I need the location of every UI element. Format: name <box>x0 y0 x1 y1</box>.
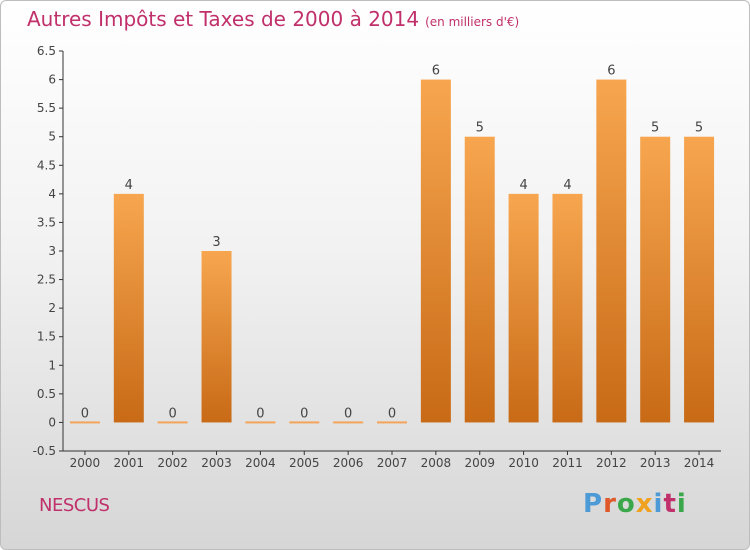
x-tick-label: 2014 <box>684 456 715 470</box>
y-tick-label: 4 <box>48 187 56 201</box>
bar <box>552 193 583 423</box>
x-tick-label: 2002 <box>157 456 188 470</box>
data-label: 0 <box>388 406 396 421</box>
logo-letter: x <box>635 489 654 519</box>
x-tick-label: 2009 <box>464 456 495 470</box>
y-axis: -0.5 0 0.5 1 1.5 2 2.5 3 3.5 4 4.5 5 5.5 6 6.5 <box>33 44 64 458</box>
data-label: 0 <box>169 406 177 421</box>
x-axis: 2000 2001 2002 2003 2004 2005 2006 2007 2008 2009… <box>63 450 721 470</box>
y-tick-label: 3 <box>48 244 56 258</box>
y-tick-label: 2.5 <box>37 273 56 287</box>
x-tick-label: 2003 <box>201 456 232 470</box>
x-tick-label: 2001 <box>114 456 145 470</box>
bar <box>596 79 627 423</box>
title-unit: (en milliers d'€) <box>425 15 520 29</box>
bar <box>640 136 671 423</box>
bar <box>420 79 451 423</box>
commune-name: NESCUS <box>39 495 110 516</box>
data-label: 6 <box>432 64 440 79</box>
logo-letter: i <box>653 489 664 519</box>
title-text: Autres Impôts et Taxes de 2000 à 2014 <box>27 7 420 31</box>
x-tick-label: 2004 <box>245 456 276 470</box>
bar <box>289 421 320 424</box>
data-label: 4 <box>519 178 527 193</box>
y-tick-label: 5 <box>48 130 56 144</box>
x-tick-label: 2006 <box>333 456 364 470</box>
y-tick-label: -0.5 <box>33 444 56 458</box>
y-tick-label: 3.5 <box>37 215 56 229</box>
y-tick-label: 0.5 <box>37 387 56 401</box>
logo-letter: P <box>583 489 604 519</box>
x-tick-label: 2005 <box>289 456 320 470</box>
y-tick-label: 1 <box>48 358 56 372</box>
data-label: 3 <box>212 235 220 250</box>
data-label: 5 <box>476 121 484 136</box>
x-tick-label: 2010 <box>508 456 539 470</box>
y-tick-label: 6 <box>48 73 56 87</box>
logo-letter: t <box>663 489 677 519</box>
x-tick-label: 2011 <box>552 456 583 470</box>
data-label: 6 <box>607 64 615 79</box>
y-tick-label: 2 <box>48 301 56 315</box>
logo-letter: i <box>676 489 687 519</box>
x-tick-label: 2008 <box>421 456 452 470</box>
proxiti-logo[interactable]: Proxiti <box>583 489 687 519</box>
bar <box>464 136 495 423</box>
bar <box>333 421 364 424</box>
bar <box>113 193 144 423</box>
data-label: 5 <box>651 121 659 136</box>
logo-letter: r <box>603 489 617 519</box>
bar <box>69 421 100 424</box>
bar <box>684 136 715 423</box>
y-tick-label: 6.5 <box>37 44 56 58</box>
logo-letter: o <box>616 489 636 519</box>
y-tick-label: 5.5 <box>37 101 56 115</box>
y-tick-label: 1.5 <box>37 330 56 344</box>
bar <box>508 193 539 423</box>
x-tick-label: 2007 <box>377 456 408 470</box>
data-label: 0 <box>256 406 264 421</box>
y-tick-label: 0 <box>48 415 56 429</box>
x-tick-label: 2013 <box>640 456 671 470</box>
data-label: 0 <box>300 406 308 421</box>
data-label: 0 <box>81 406 89 421</box>
data-label: 0 <box>344 406 352 421</box>
bar <box>201 251 232 423</box>
bar <box>245 421 276 424</box>
bars: 0 4 0 3 0 0 0 0 6 5 4 4 6 5 5 <box>69 64 715 424</box>
data-label: 4 <box>563 178 571 193</box>
chart-title: Autres Impôts et Taxes de 2000 à 2014 (en… <box>27 7 519 31</box>
x-tick-label: 2012 <box>596 456 627 470</box>
y-tick-label: 4.5 <box>37 158 56 172</box>
x-tick-label: 2000 <box>70 456 101 470</box>
bar <box>157 421 188 424</box>
data-label: 4 <box>125 178 133 193</box>
data-label: 5 <box>695 121 703 136</box>
bar <box>377 421 407 424</box>
